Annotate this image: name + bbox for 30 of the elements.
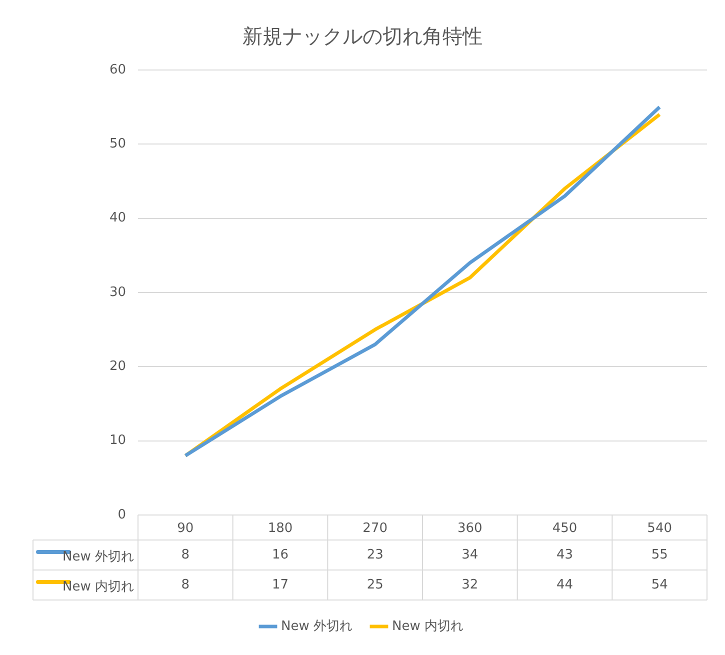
x-tick-label: 450 xyxy=(552,521,578,536)
data-label: 23 xyxy=(366,547,384,562)
data-label: 16 xyxy=(272,547,289,562)
legend-label: New 外切れ xyxy=(281,618,353,634)
data-label: 55 xyxy=(651,547,668,562)
x-tick-label: 270 xyxy=(362,521,388,536)
y-tick-label: 60 xyxy=(109,62,126,78)
y-tick-label: 0 xyxy=(118,507,126,522)
data-label: 34 xyxy=(462,547,478,562)
data-label: 17 xyxy=(272,577,289,592)
x-tick-label: 90 xyxy=(177,521,194,536)
text: New 内切れ xyxy=(62,579,134,594)
x-tick-label: 360 xyxy=(458,521,482,536)
y-tick-label: 40 xyxy=(109,210,126,226)
data-label: 43 xyxy=(556,547,574,562)
data-label: 54 xyxy=(651,577,668,592)
data-label: 44 xyxy=(556,577,574,592)
y-tick-label: 20 xyxy=(109,359,126,374)
chart-title: 新規ナックルの切れ角特性 xyxy=(242,24,482,48)
legend-label: New 内切れ xyxy=(392,618,464,634)
y-tick-label: 10 xyxy=(109,433,126,448)
data-label: 8 xyxy=(181,577,190,592)
x-tick-label: 180 xyxy=(268,521,293,536)
y-tick-label: 30 xyxy=(109,284,126,300)
y-tick-label: 50 xyxy=(109,136,126,152)
data-label: 25 xyxy=(366,577,384,592)
x-tick-label: 540 xyxy=(647,521,672,536)
data-label: 32 xyxy=(462,577,478,592)
text: New 外切れ xyxy=(62,549,134,564)
data-label: 8 xyxy=(181,547,190,562)
